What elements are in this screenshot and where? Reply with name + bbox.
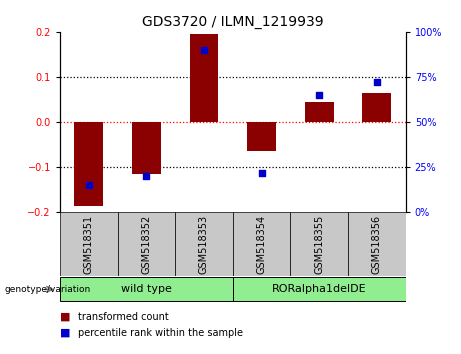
Bar [362,93,391,122]
Bar [60,278,233,301]
Text: transformed count: transformed count [78,312,169,322]
Point [142,173,150,179]
Text: GSM518351: GSM518351 [84,215,94,274]
Bar [290,212,348,276]
Text: genotype/variation: genotype/variation [5,285,91,294]
Text: GSM518352: GSM518352 [142,215,151,274]
Bar [233,212,290,276]
Bar [233,278,406,301]
Title: GDS3720 / ILMN_1219939: GDS3720 / ILMN_1219939 [142,16,324,29]
Text: GSM518353: GSM518353 [199,215,209,274]
Text: ■: ■ [60,328,71,338]
Text: ■: ■ [60,312,71,322]
Bar [132,122,161,174]
Text: RORalpha1delDE: RORalpha1delDE [272,284,366,295]
Bar [305,102,334,122]
Bar [74,122,103,206]
Text: GSM518356: GSM518356 [372,215,382,274]
Bar [118,212,175,276]
Point [315,92,323,98]
Bar [189,34,219,122]
Point [258,170,266,176]
Bar [175,212,233,276]
Bar [60,212,118,276]
Bar [247,122,276,152]
Point [200,47,207,53]
Text: percentile rank within the sample: percentile rank within the sample [78,328,243,338]
Text: GSM518354: GSM518354 [257,215,266,274]
Text: GSM518355: GSM518355 [314,215,324,274]
Point [85,183,92,188]
Text: wild type: wild type [121,284,172,295]
Bar [348,212,406,276]
Point [373,80,381,85]
